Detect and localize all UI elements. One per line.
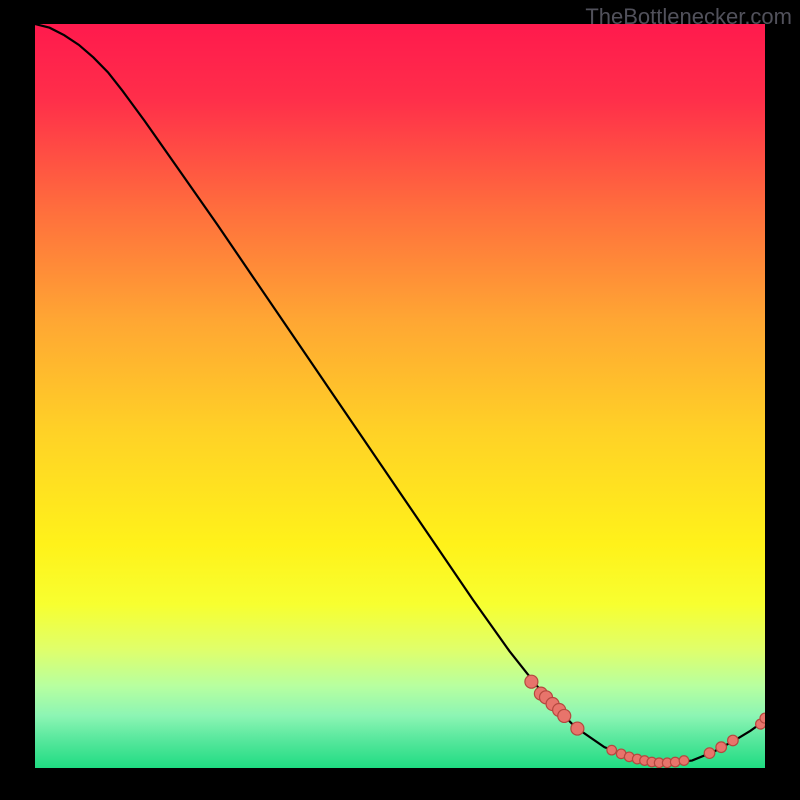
- data-marker: [760, 713, 765, 723]
- data-marker: [670, 757, 680, 767]
- data-marker: [571, 722, 584, 735]
- watermark-text: TheBottlenecker.com: [585, 4, 792, 30]
- data-markers: [525, 675, 765, 767]
- bottleneck-curve: [35, 24, 765, 764]
- data-marker: [728, 735, 739, 746]
- data-marker: [716, 742, 727, 753]
- data-marker: [525, 675, 538, 688]
- data-marker: [704, 748, 715, 759]
- chart-svg: [35, 24, 765, 768]
- plot-area: [35, 24, 765, 768]
- data-marker: [558, 709, 571, 722]
- data-marker: [607, 745, 617, 755]
- data-marker: [679, 756, 689, 766]
